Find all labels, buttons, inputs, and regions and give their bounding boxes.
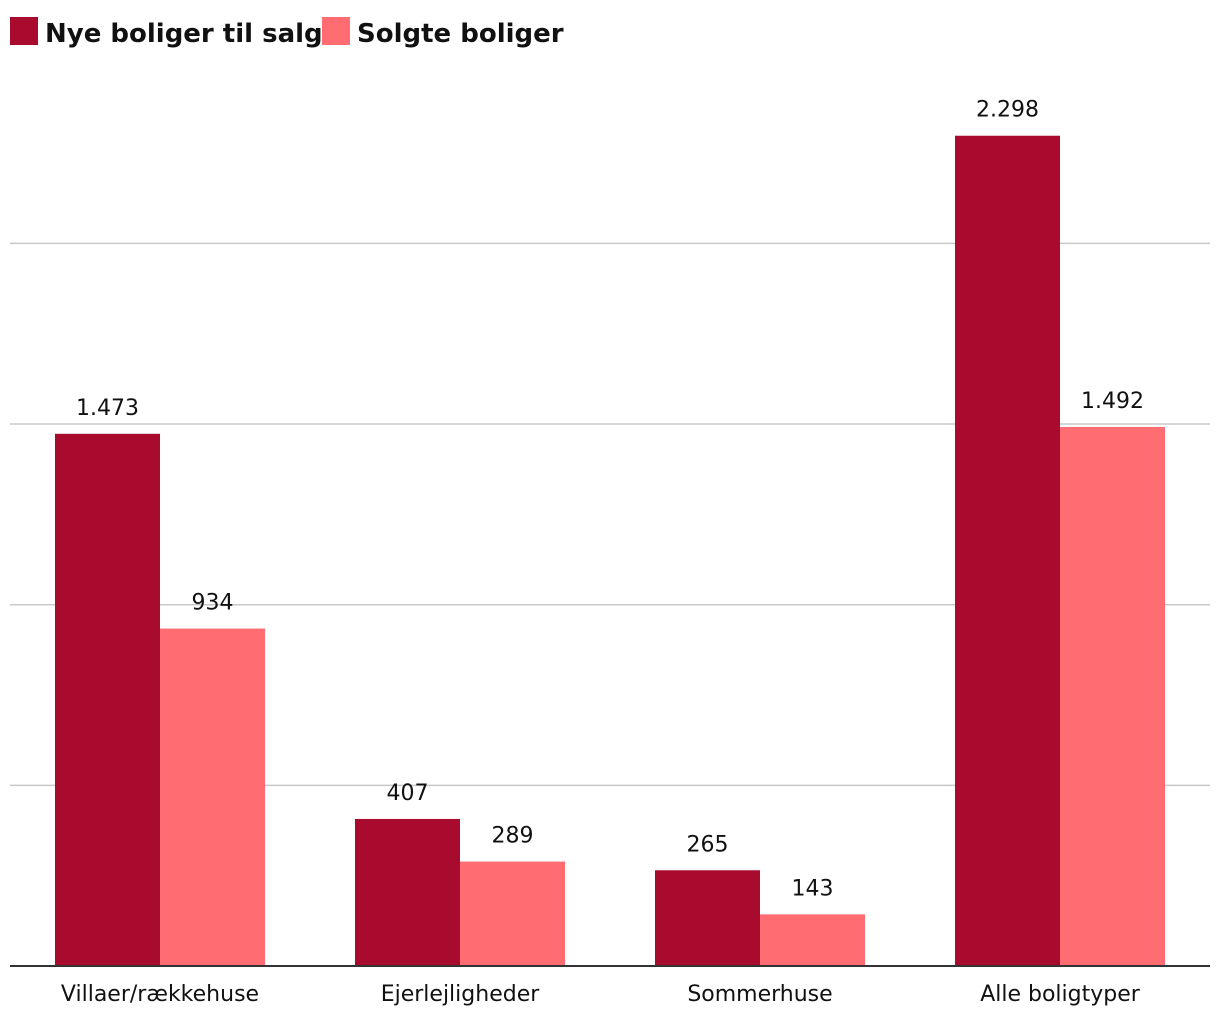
bar-solgte-boliger-ejerlejligheder xyxy=(460,861,565,966)
legend-swatch-sold-homes xyxy=(322,17,350,45)
value-label-nye-boliger-til-salg-ejerlejligheder: 407 xyxy=(387,781,429,806)
bar-solgte-boliger-villaer-raekkehuse xyxy=(160,628,265,966)
legend: Nye boliger til salg Solgte boliger xyxy=(10,17,564,49)
value-label-solgte-boliger-alle-boligtyper: 1.492 xyxy=(1081,389,1144,414)
category-label-ejerlejligheder: Ejerlejligheder xyxy=(381,982,541,1007)
legend-label-sold-homes: Solgte boliger xyxy=(357,19,564,49)
legend-swatch-new-homes xyxy=(10,17,38,45)
value-label-solgte-boliger-villaer-raekkehuse: 934 xyxy=(192,591,234,616)
value-label-nye-boliger-til-salg-sommerhuse: 265 xyxy=(687,832,729,857)
legend-label-new-homes: Nye boliger til salg xyxy=(45,19,323,49)
value-label-nye-boliger-til-salg-villaer-raekkehuse: 1.473 xyxy=(76,396,139,421)
value-label-solgte-boliger-sommerhuse: 143 xyxy=(792,876,834,901)
bar-nye-boliger-til-salg-villaer-raekkehuse xyxy=(55,433,160,966)
bars xyxy=(55,135,1165,966)
bar-nye-boliger-til-salg-alle-boligtyper xyxy=(955,135,1060,966)
bar-solgte-boliger-sommerhuse xyxy=(760,914,865,966)
value-label-nye-boliger-til-salg-alle-boligtyper: 2.298 xyxy=(976,98,1039,123)
category-label-villaer-raekkehuse: Villaer/rækkehuse xyxy=(61,982,259,1007)
category-label-sommerhuse: Sommerhuse xyxy=(687,982,832,1007)
bar-solgte-boliger-alle-boligtyper xyxy=(1060,426,1165,966)
category-labels: Villaer/rækkehuse Ejerlejligheder Sommerhu… xyxy=(61,982,1141,1007)
category-label-alle-boligtyper: Alle boligtyper xyxy=(980,982,1141,1007)
value-label-solgte-boliger-ejerlejligheder: 289 xyxy=(492,824,534,849)
value-labels: 1.473 934 407 289 265 143 2.298 1.492 xyxy=(76,98,1144,902)
bar-nye-boliger-til-salg-ejerlejligheder xyxy=(355,818,460,966)
bar-nye-boliger-til-salg-sommerhuse xyxy=(655,870,760,966)
